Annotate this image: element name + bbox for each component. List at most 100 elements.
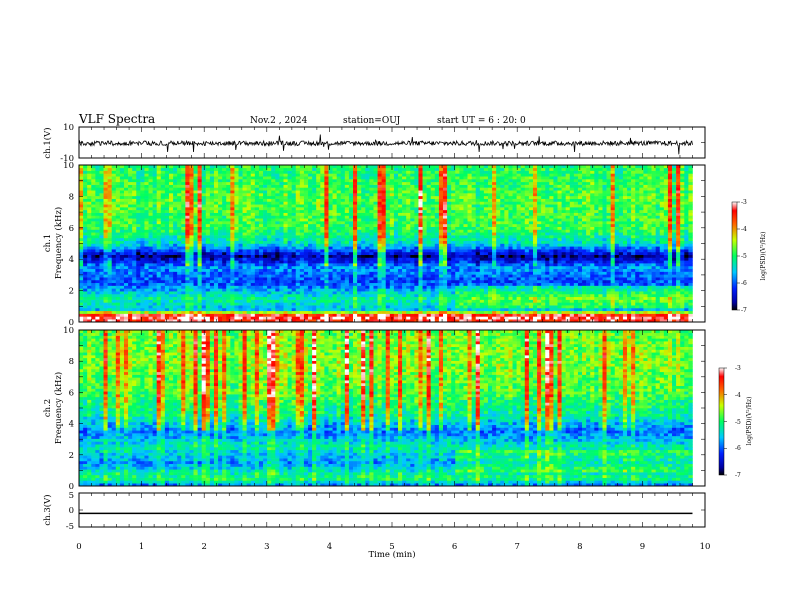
spec1-cell [99, 260, 104, 264]
spec1-cell [328, 316, 333, 320]
spec1-cell [308, 260, 313, 264]
spec1-cell [238, 299, 243, 303]
spec1-cell [185, 251, 190, 256]
spec1-cell [156, 246, 162, 250]
spec1-cell [434, 313, 440, 317]
spec1-cell [312, 243, 317, 247]
spec1-cell [348, 313, 354, 317]
spec1-cell [348, 226, 354, 230]
spec1-cell [422, 291, 427, 295]
spec1-cell [422, 201, 427, 205]
spec1-cell [226, 299, 231, 303]
spec1-cell [246, 291, 252, 295]
spec1-cell [148, 305, 153, 309]
spec1-cell [234, 232, 239, 236]
spec1-cell [164, 240, 170, 244]
spec1-cell [258, 201, 264, 205]
spec1-cell [393, 251, 399, 256]
spec1-cell [136, 288, 141, 292]
spec1-cell [267, 319, 272, 323]
spec1-cell [173, 319, 178, 323]
spec1-cell [398, 274, 403, 278]
spec1-cell [263, 254, 268, 258]
spec1-cell [369, 204, 374, 208]
spec1-cell [95, 204, 100, 208]
spec1-cell [287, 279, 292, 284]
spec1-cell [156, 274, 162, 278]
spec1-cell [258, 268, 264, 272]
spec1-cell [291, 246, 297, 250]
spec1-cell [291, 307, 297, 312]
spec1-cell [168, 221, 174, 225]
spec1-cell [95, 302, 100, 306]
spec1-cell [312, 221, 317, 225]
spec1-cell [160, 229, 166, 233]
spec1-cell [111, 277, 117, 281]
spec1-cell [189, 274, 194, 278]
spec1-cell [340, 221, 346, 225]
spec1-cell [209, 179, 215, 183]
spec1-cell [398, 313, 403, 317]
spec1-cell [410, 193, 415, 197]
spec1-cell [303, 310, 309, 314]
spec1-cell [385, 271, 391, 275]
spec1-cell [234, 181, 239, 185]
spec1-cell [128, 302, 133, 306]
spec1-cell [115, 184, 121, 188]
spec1-cell [422, 237, 427, 241]
spec1-cell [201, 195, 207, 199]
spec1-cell [148, 307, 153, 312]
spec1-cell [258, 176, 264, 180]
spec1-cell [115, 313, 121, 317]
spec1-cell [79, 274, 84, 278]
spec1-cell [189, 198, 194, 202]
spec1-cell [410, 235, 415, 239]
spec1-cell [136, 293, 141, 298]
spec1-cell [226, 204, 231, 208]
spec1-cell [393, 181, 399, 185]
spec1-cell [144, 305, 149, 309]
spec1-cell [140, 218, 145, 222]
spec1-cell [365, 181, 370, 185]
spec1-cell [348, 316, 354, 320]
spec1-cell [418, 167, 423, 171]
spec1-cell [373, 167, 378, 171]
spec1-cell [418, 251, 423, 256]
start-ut-label: start UT = 6 : 20: 0 [437, 116, 526, 126]
spec1-cell [422, 288, 427, 292]
spec1-cell [103, 184, 108, 188]
spec1-cell [369, 179, 374, 183]
spec1-cell [344, 184, 350, 188]
spec1-cell [107, 282, 113, 286]
spec1-cell [156, 293, 162, 298]
spec1-cell [328, 218, 333, 222]
spec1-cell [263, 307, 268, 312]
spec1-cell [99, 285, 104, 289]
spec1-cell [103, 319, 108, 323]
spec1-cell [119, 218, 125, 222]
spec1-cell [209, 296, 215, 300]
spec1-cell [152, 223, 158, 227]
spec1-cell [275, 170, 280, 174]
spec1-cell [283, 302, 288, 306]
spec1-cell [303, 285, 309, 289]
spec1-cell [418, 296, 423, 300]
spec1-cell [213, 195, 219, 199]
spec1-cell [291, 310, 297, 314]
spec1-cell [271, 293, 276, 298]
spec1-cell [156, 184, 162, 188]
spec1-cell [263, 291, 268, 295]
spec1-cell [164, 310, 170, 314]
spec1-cell [361, 251, 366, 256]
spec1-cell [230, 274, 235, 278]
spec1-cell [144, 167, 149, 171]
spec1-cell [279, 207, 284, 211]
spec1-cell [193, 173, 198, 177]
spec1-cell [189, 218, 194, 222]
spec1-cell [128, 265, 133, 270]
spec1-cell [173, 302, 178, 306]
spec1-cell [275, 263, 280, 267]
spec1-cell [132, 170, 137, 174]
spec1-cell [393, 215, 399, 219]
spec1-cell [160, 237, 166, 241]
